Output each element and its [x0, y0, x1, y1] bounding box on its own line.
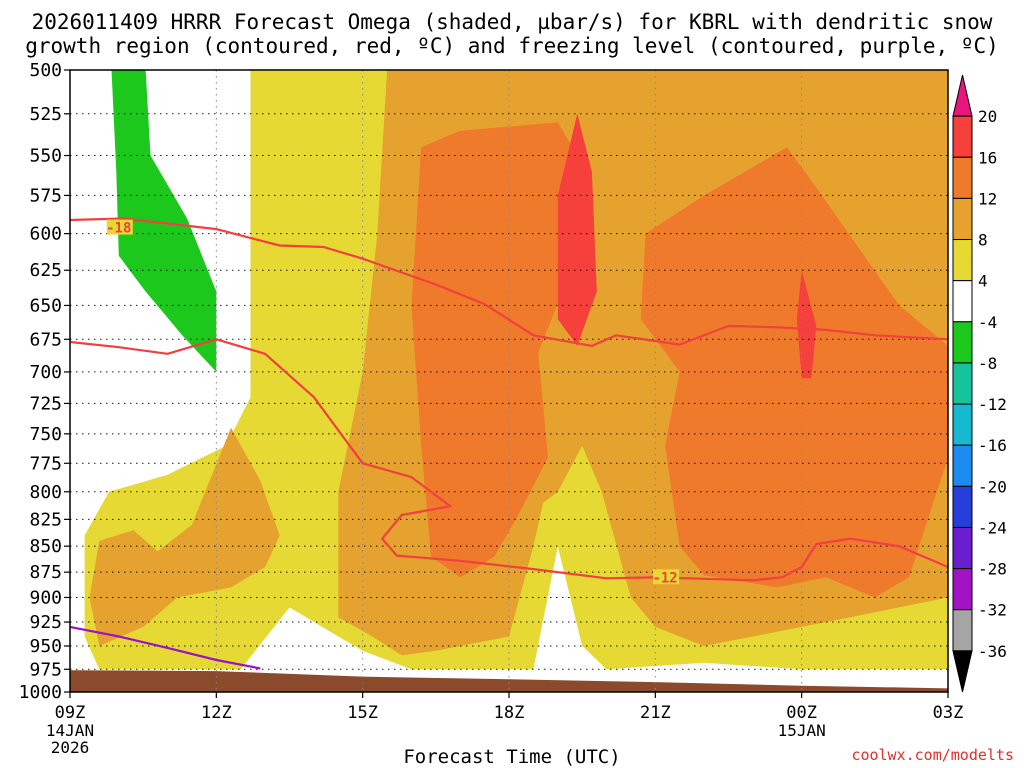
colorbar-label-10: -24 — [978, 518, 1007, 537]
y-tick-label-725: 725 — [29, 393, 62, 414]
y-tick-label-975: 975 — [29, 659, 62, 680]
dgz-contour--12 — [69, 338, 949, 582]
y-tick-label-825: 825 — [29, 509, 62, 530]
colorbar-label-8: -16 — [978, 436, 1007, 455]
chart-title-line-1: 2026011409 HRRR Forecast Omega (shaded, … — [31, 10, 993, 34]
colorbar-label-12: -32 — [978, 601, 1007, 620]
y-tick-label-550: 550 — [29, 146, 62, 167]
colorbar-bin-9 — [952, 444, 973, 487]
colorbar-bin-13 — [952, 609, 973, 652]
colorbar-label-0: 20 — [978, 107, 997, 126]
freezing-level-contour-0 — [69, 625, 261, 670]
colorbar-bin-12 — [952, 568, 973, 611]
omega-region-2 — [89, 427, 280, 646]
colorbar-bin-8 — [952, 403, 973, 446]
dgz-contour-label-bg-1 — [653, 569, 680, 585]
x-axis-label: Forecast Time (UTC) — [403, 746, 621, 768]
colorbar-bin-5 — [952, 280, 973, 323]
colorbar-label-3: 8 — [978, 231, 988, 250]
y-tick-label-775: 775 — [29, 453, 62, 474]
chart-title-line-2: growth region (contoured, red, ºC) and f… — [25, 34, 999, 58]
y-tick-label-600: 600 — [29, 224, 62, 245]
omega-region-5 — [557, 113, 597, 346]
x-tick-label-00Z: 00Z — [786, 703, 817, 723]
colorbar-bin-3 — [952, 197, 973, 241]
colorbar-bin-2 — [952, 156, 973, 199]
y-tick-label-900: 900 — [29, 587, 62, 608]
x-tick-sublabel-00Z: 15JAN — [778, 721, 826, 740]
colorbar-label-7: -12 — [978, 395, 1007, 414]
y-tick-label-575: 575 — [29, 185, 62, 206]
x-tick-label-09Z: 09Z — [55, 703, 86, 723]
dgz-contour-label-1: -12 — [652, 570, 677, 586]
y-tick-label-650: 650 — [29, 295, 62, 316]
dgz-contour-label-0: -18 — [106, 221, 131, 237]
y-tick-label-875: 875 — [29, 562, 62, 583]
y-tick-label-925: 925 — [29, 612, 62, 633]
y-tick-label-750: 750 — [29, 424, 62, 445]
omega-region-6 — [796, 270, 817, 379]
colorbar-bin-0 — [952, 74, 973, 117]
colorbar-label-4: 4 — [978, 272, 988, 291]
y-tick-label-625: 625 — [29, 260, 62, 281]
colorbar-bin-10 — [952, 485, 973, 528]
x-tick-sublabel2-09Z: 2026 — [51, 738, 90, 757]
dgz-contour-label-bg-0 — [106, 219, 133, 235]
x-tick-label-21Z: 21Z — [640, 703, 671, 723]
colorbar-bin-4 — [952, 239, 973, 282]
x-tick-label-15Z: 15Z — [347, 703, 378, 723]
colorbar-label-9: -20 — [978, 477, 1007, 496]
colorbar-label-6: -8 — [978, 354, 997, 373]
colorbar-label-11: -28 — [978, 560, 1007, 579]
y-tick-label-525: 525 — [29, 104, 62, 125]
colorbar-bin-6 — [952, 321, 973, 364]
x-tick-label-03Z: 03Z — [933, 703, 964, 723]
x-tick-sublabel-09Z: 14JAN — [46, 721, 94, 740]
dgz-contour--18 — [69, 217, 949, 347]
omega-region-4 — [640, 147, 948, 598]
colorbar-bin-14 — [952, 650, 973, 693]
y-tick-label-675: 675 — [29, 329, 62, 350]
y-tick-label-800: 800 — [29, 482, 62, 503]
y-tick-label-700: 700 — [29, 362, 62, 383]
colorbar-bin-1 — [952, 115, 973, 158]
colorbar-label-1: 16 — [978, 148, 997, 167]
y-tick-label-950: 950 — [29, 636, 62, 657]
y-tick-label-1000: 1000 — [19, 682, 62, 703]
y-tick-label-850: 850 — [29, 536, 62, 557]
colorbar-label-13: -36 — [978, 642, 1007, 661]
colorbar-bin-7 — [952, 362, 973, 405]
credit-link[interactable]: coolwx.com/modelts — [851, 746, 1014, 764]
colorbar-bin-11 — [952, 526, 973, 570]
omega-region-8 — [70, 670, 948, 692]
x-tick-label-18Z: 18Z — [494, 703, 525, 723]
colorbar-label-5: -4 — [978, 313, 997, 332]
y-tick-label-500: 500 — [29, 60, 62, 81]
colorbar-label-2: 12 — [978, 189, 997, 208]
omega-region-7 — [111, 70, 217, 372]
x-tick-label-12Z: 12Z — [201, 703, 232, 723]
